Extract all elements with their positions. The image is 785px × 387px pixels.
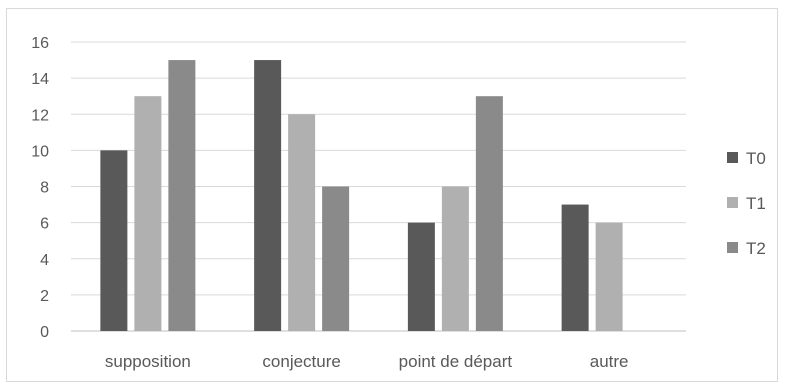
bar-T0-conjecture bbox=[254, 60, 282, 331]
x-category-label: supposition bbox=[105, 352, 191, 371]
y-tick-label: 2 bbox=[40, 288, 49, 305]
bar-T0-autre bbox=[561, 204, 589, 331]
legend-label-T0: T0 bbox=[746, 149, 766, 168]
bar-T1-conjecture bbox=[288, 114, 316, 331]
legend-swatch-T0 bbox=[727, 152, 738, 163]
gridlines bbox=[71, 41, 686, 332]
bars bbox=[100, 60, 623, 331]
bar-T1-autre bbox=[595, 222, 623, 331]
y-tick-label: 0 bbox=[40, 324, 49, 341]
x-category-label: autre bbox=[590, 352, 629, 371]
bar-T2-supposition bbox=[168, 60, 196, 331]
y-tick-label: 16 bbox=[31, 35, 49, 52]
legend-swatch-T1 bbox=[727, 197, 738, 208]
bar-T1-supposition bbox=[134, 96, 162, 331]
y-tick-label: 6 bbox=[40, 216, 49, 233]
y-tick-label: 14 bbox=[31, 71, 49, 88]
x-category-label: point de départ bbox=[399, 352, 513, 371]
legend-label-T2: T2 bbox=[746, 239, 766, 258]
bar-T0-supposition bbox=[100, 150, 128, 331]
legend: T0 T1 T2 bbox=[727, 149, 766, 258]
y-tick-label: 12 bbox=[31, 107, 49, 124]
y-tick-label: 4 bbox=[40, 252, 49, 269]
legend-swatch-T2 bbox=[727, 242, 738, 253]
bar-T1-point-de-départ bbox=[441, 186, 469, 331]
legend-label-T1: T1 bbox=[746, 194, 766, 213]
y-tick-label: 10 bbox=[31, 143, 49, 160]
bar-T2-conjecture bbox=[322, 186, 350, 331]
chart-frame bbox=[6, 8, 778, 382]
bar-T0-point-de-départ bbox=[407, 222, 435, 331]
y-axis-tick-labels: 0 2 4 6 8 10 12 14 16 bbox=[31, 35, 49, 341]
x-axis-category-labels: supposition conjecture point de départ autr… bbox=[105, 352, 629, 371]
bar-T2-point-de-départ bbox=[475, 96, 503, 331]
y-tick-label: 8 bbox=[40, 180, 49, 197]
x-category-label: conjecture bbox=[262, 352, 340, 371]
